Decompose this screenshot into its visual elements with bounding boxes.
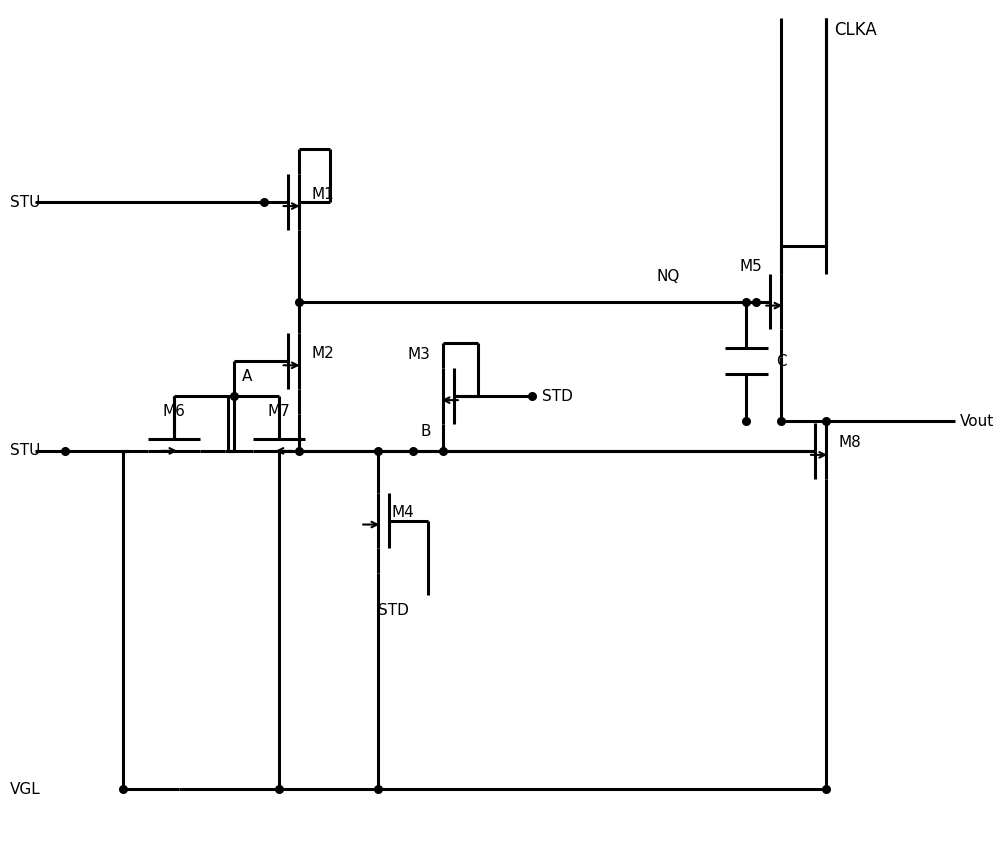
Text: CLKA: CLKA: [834, 21, 877, 39]
Text: VGL: VGL: [10, 782, 41, 797]
Text: NQ: NQ: [657, 269, 680, 283]
Text: STD: STD: [378, 603, 409, 618]
Text: Vout: Vout: [960, 413, 995, 429]
Text: M1: M1: [311, 187, 334, 202]
Text: M5: M5: [740, 259, 762, 274]
Text: STD: STD: [542, 389, 573, 404]
Text: M4: M4: [391, 505, 414, 520]
Text: STU: STU: [10, 443, 40, 459]
Text: B: B: [421, 424, 431, 439]
Text: C: C: [776, 354, 787, 369]
Text: M7: M7: [267, 404, 290, 419]
Text: M6: M6: [163, 404, 186, 419]
Text: A: A: [242, 369, 252, 384]
Text: M3: M3: [407, 347, 430, 362]
Text: M8: M8: [839, 436, 862, 450]
Text: M2: M2: [311, 346, 334, 361]
Text: STU: STU: [10, 194, 40, 210]
